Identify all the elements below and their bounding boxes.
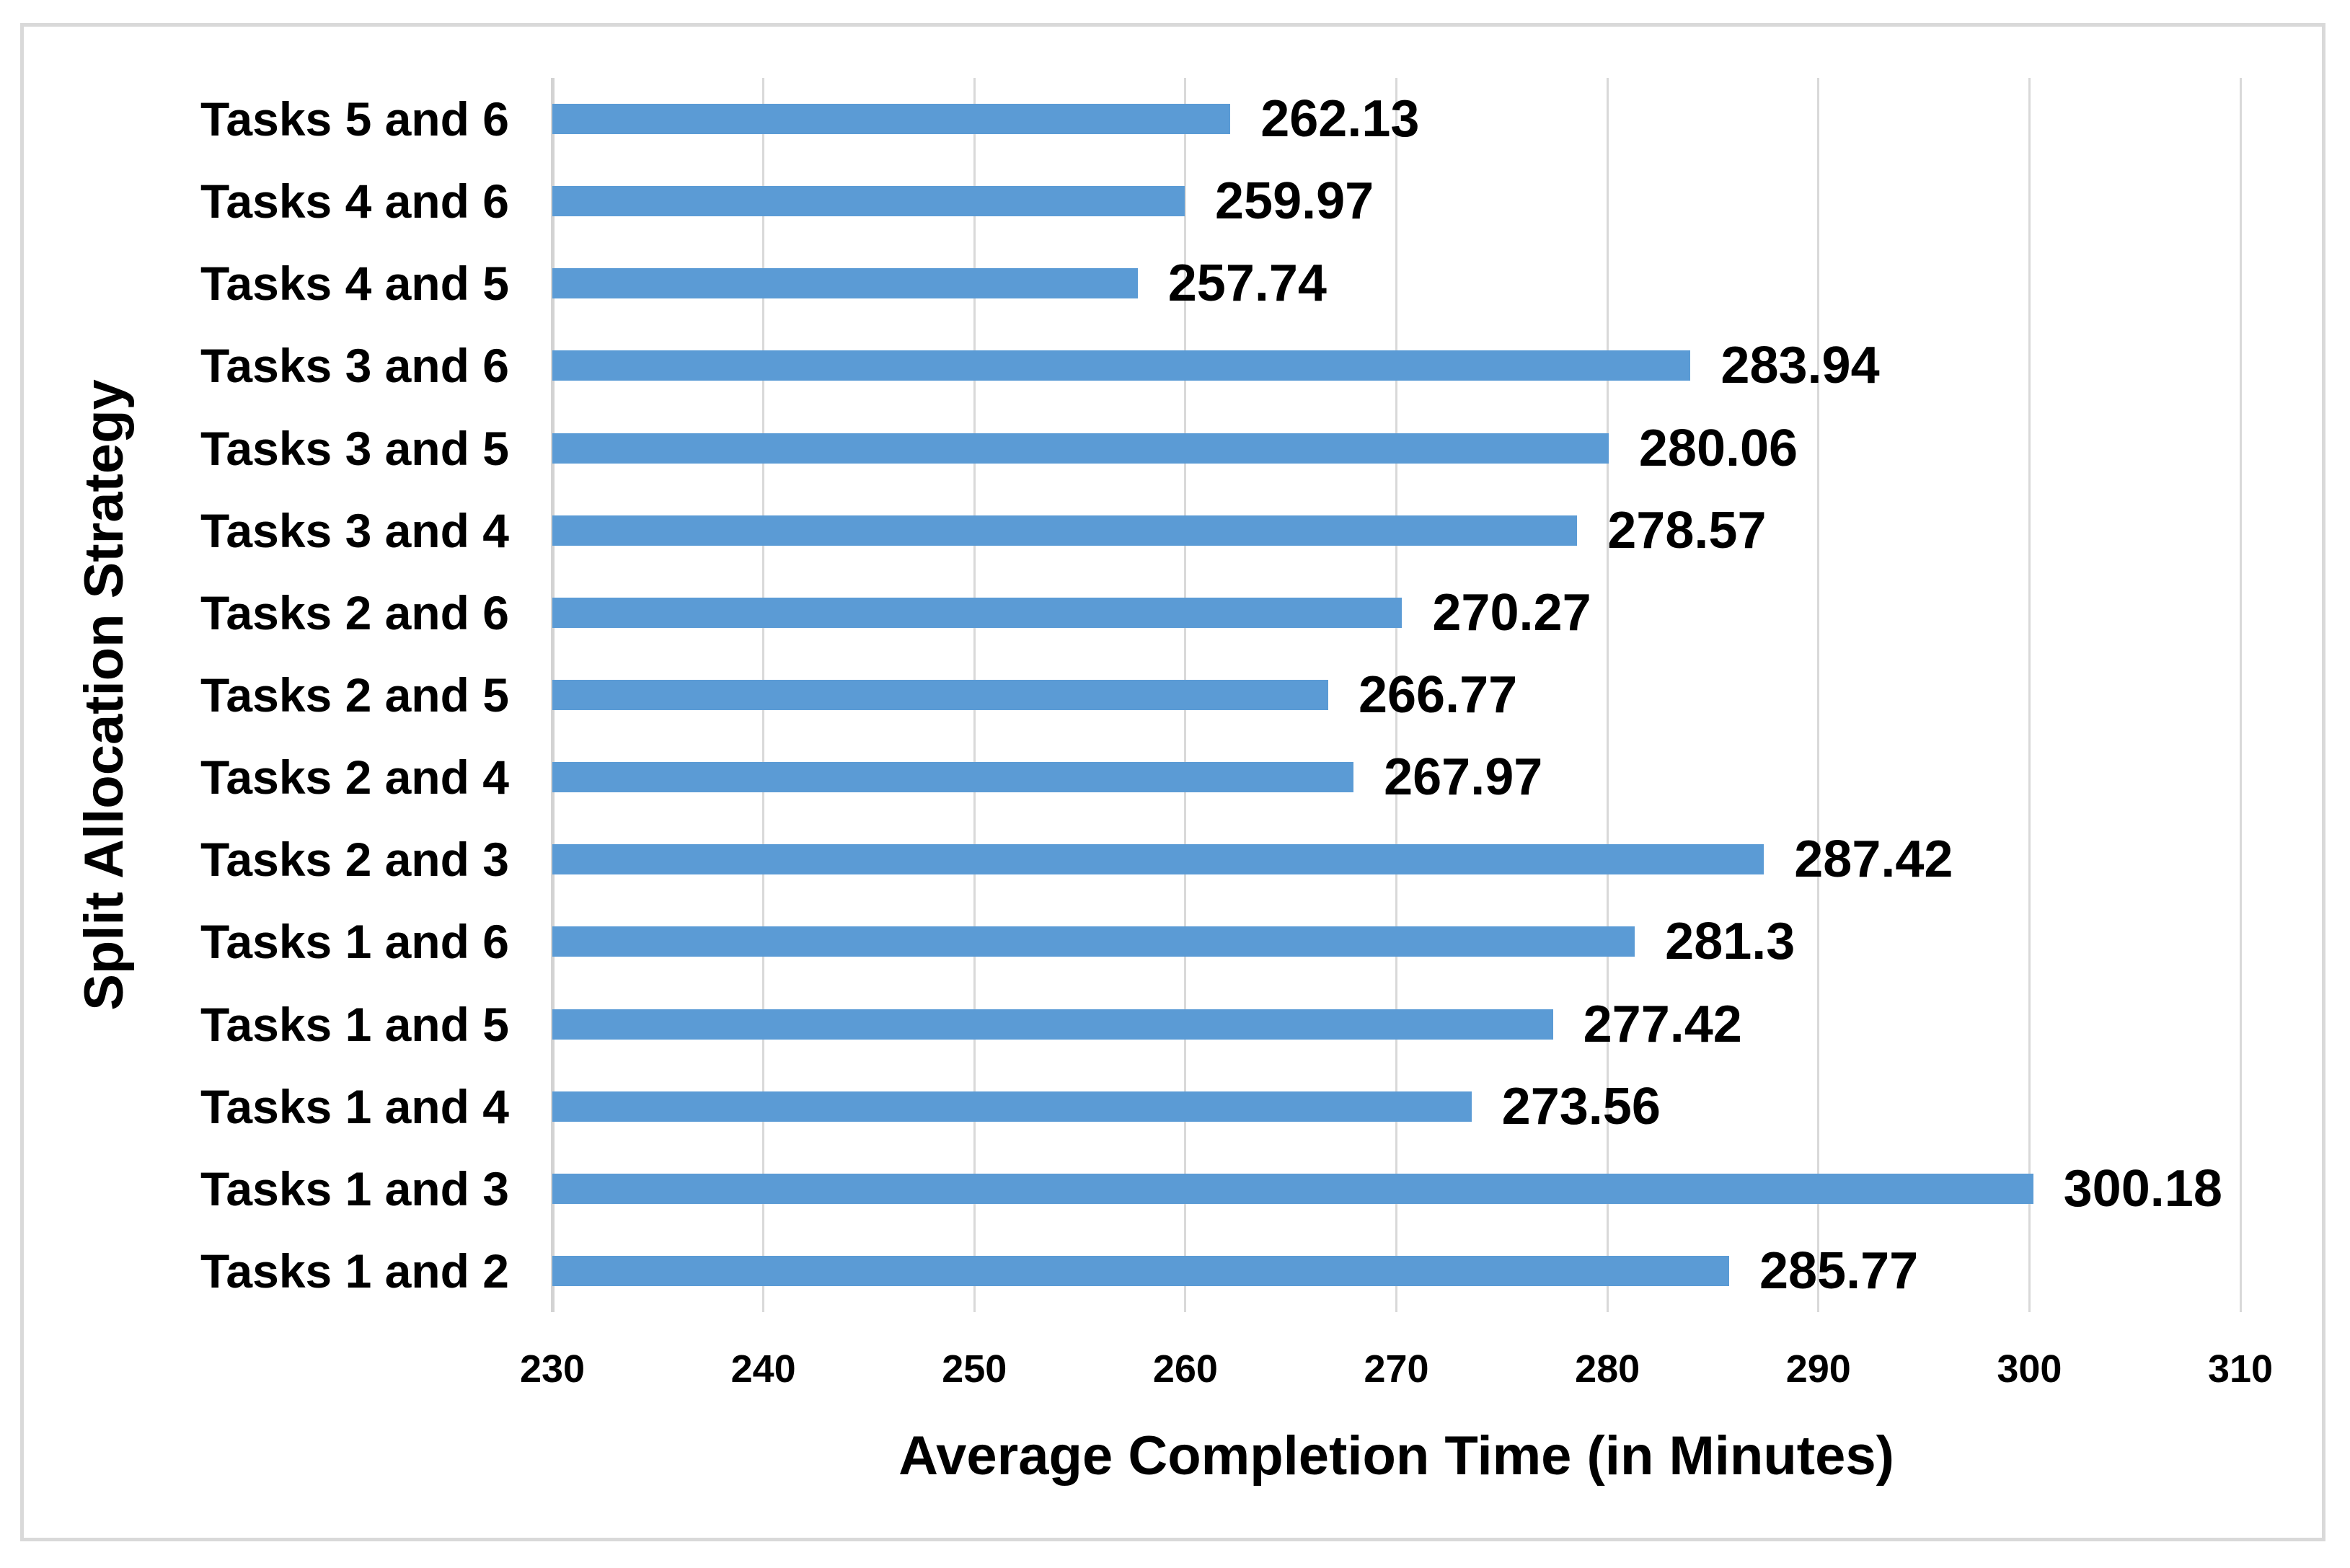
bar [552,515,1578,546]
category-label: Tasks 3 and 4 [200,503,509,557]
value-label: 266.77 [1358,666,1518,724]
category-label: Tasks 2 and 4 [200,750,509,805]
value-label: 280.06 [1638,419,1798,477]
category-label: Tasks 3 and 5 [200,421,509,475]
bar [552,186,1185,217]
category-label: Tasks 2 and 6 [200,585,509,639]
category-label: Tasks 1 and 4 [200,1079,509,1133]
bar [552,844,1764,875]
gridline [1606,78,1609,1312]
value-label: 278.57 [1607,501,1767,559]
category-label: Tasks 3 and 6 [200,339,509,393]
bar [552,350,1691,381]
x-tick-label: 300 [1997,1347,2062,1391]
bar [552,1173,2033,1204]
category-label: Tasks 1 and 5 [200,997,509,1051]
value-label: 267.97 [1384,748,1543,807]
value-label: 281.3 [1665,913,1795,971]
x-tick-label: 310 [2207,1347,2274,1391]
category-label: Tasks 1 and 3 [200,1161,509,1215]
bar [552,1009,1553,1040]
value-label: 283.94 [1720,337,1880,395]
category-label: Tasks 4 and 5 [200,257,509,311]
category-label: Tasks 2 and 3 [200,833,509,887]
value-label: 257.74 [1167,254,1327,313]
gridline [2028,78,2031,1312]
category-label: Tasks 5 and 6 [200,92,509,146]
x-axis-title: Average Completion Time (in Minutes) [898,1425,1894,1487]
value-label: 273.56 [1501,1077,1661,1135]
value-label: 259.97 [1214,172,1374,231]
category-label: Tasks 1 and 2 [200,1244,509,1298]
value-label: 287.42 [1794,830,1953,889]
bar [552,597,1403,628]
bar [552,104,1231,135]
value-label: 270.27 [1432,583,1591,642]
bar [552,268,1138,299]
category-label: Tasks 1 and 6 [200,915,509,969]
x-tick-label: 260 [1152,1347,1218,1391]
category-label: Tasks 4 and 6 [200,174,509,229]
bar [552,926,1635,957]
gridline [1817,78,1820,1312]
x-tick-label: 230 [519,1347,586,1391]
gridline [1395,78,1397,1312]
bar [552,1255,1729,1286]
x-tick-label: 270 [1364,1347,1429,1391]
category-label: Tasks 2 and 5 [200,668,509,722]
x-tick-label: 290 [1785,1347,1851,1391]
value-label: 262.13 [1260,90,1420,149]
bar [552,1091,1472,1122]
value-label: 300.18 [2063,1159,2222,1218]
value-label: 285.77 [1759,1241,1919,1300]
gridline [2239,78,2242,1312]
x-tick-label: 240 [730,1347,796,1391]
bar [552,762,1354,793]
value-label: 277.42 [1583,995,1742,1053]
bar [552,680,1328,710]
x-tick-label: 280 [1575,1347,1640,1391]
bar [552,433,1609,464]
x-tick-label: 250 [942,1347,1007,1391]
